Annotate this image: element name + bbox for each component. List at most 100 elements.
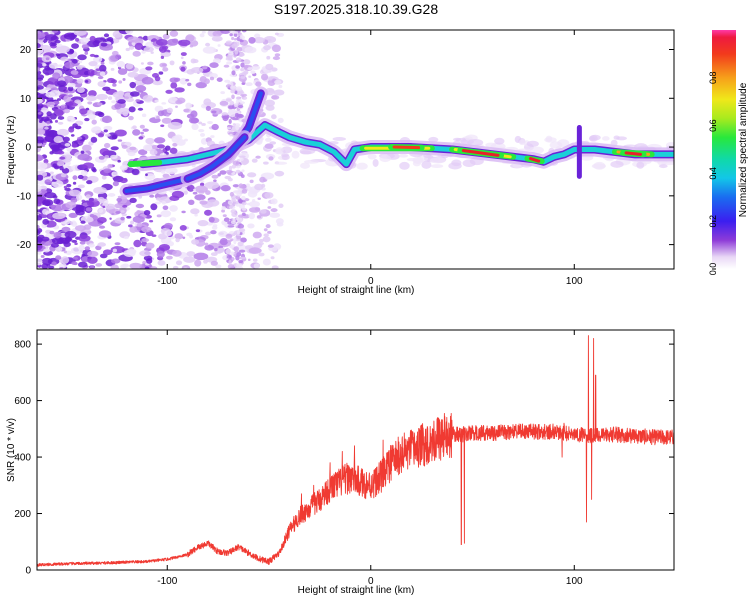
noise-speck <box>204 242 209 246</box>
noise-speck <box>189 44 194 48</box>
noise-speck <box>107 193 116 197</box>
noise-speck <box>379 154 391 163</box>
noise-speck <box>123 249 136 257</box>
noise-speck <box>168 96 178 104</box>
noise-speck <box>202 65 208 70</box>
noise-speck <box>119 177 128 184</box>
noise-speck <box>239 91 245 94</box>
noise-speck <box>219 248 224 253</box>
noise-speck <box>154 76 161 82</box>
noise-speck <box>658 164 668 169</box>
noise-speck <box>140 62 144 65</box>
noise-speck <box>169 217 177 222</box>
noise-speck <box>233 102 238 108</box>
noise-speck <box>220 185 231 192</box>
ridge-hot-core <box>461 148 500 157</box>
noise-speck <box>87 69 95 76</box>
ridge-hot-core <box>528 157 541 163</box>
noise-speck <box>68 189 81 197</box>
noise-speck <box>169 77 179 84</box>
noise-speck <box>238 228 246 233</box>
noise-speck <box>226 255 232 259</box>
noise-speck <box>231 36 235 41</box>
noise-speck <box>237 223 245 229</box>
noise-speck <box>77 184 85 189</box>
noise-speck <box>177 39 191 47</box>
noise-speck <box>263 233 269 237</box>
noise-speck <box>239 101 245 105</box>
noise-speck <box>271 44 281 53</box>
noise-speck <box>249 179 254 184</box>
noise-speck <box>122 110 129 117</box>
colorbar-axis: 0.0 0.2 0.4 0.6 0.8 <box>708 72 718 276</box>
noise-speck <box>150 203 158 211</box>
noise-speck <box>265 137 272 142</box>
noise-speck <box>72 181 77 185</box>
noise-speck <box>120 264 127 269</box>
noise-speck <box>95 68 101 71</box>
noise-speck <box>57 150 65 155</box>
noise-speck <box>198 121 203 125</box>
noise-speck <box>274 32 279 36</box>
noise-speck <box>235 96 240 100</box>
noise-speck <box>193 188 197 192</box>
noise-speck <box>75 204 85 212</box>
noise-speck <box>171 190 185 199</box>
noise-speck <box>253 263 260 269</box>
noise-speck <box>91 119 97 125</box>
noise-speck <box>233 41 240 47</box>
noise-speck <box>41 263 49 269</box>
noise-speck <box>180 52 187 57</box>
noise-speck <box>88 90 97 97</box>
noise-speck <box>112 83 117 87</box>
spectrogram-ytick-label: -10 <box>17 191 32 202</box>
noise-speck <box>118 80 123 84</box>
noise-speck <box>59 166 64 171</box>
noise-speck <box>235 169 241 174</box>
noise-speck <box>37 174 44 181</box>
noise-speck <box>115 210 121 214</box>
noise-speck <box>172 142 178 147</box>
noise-speck <box>200 132 206 137</box>
noise-speck <box>149 219 154 223</box>
noise-speck <box>97 242 106 247</box>
noise-speck <box>202 46 217 54</box>
noise-speck <box>66 183 72 188</box>
noise-speck <box>241 207 247 211</box>
noise-speck <box>99 148 110 156</box>
noise-speck <box>593 161 606 170</box>
noise-speck <box>155 38 169 46</box>
noise-speck <box>86 180 93 185</box>
noise-speck <box>132 50 141 57</box>
noise-speck <box>44 34 58 41</box>
noise-speck <box>46 96 54 103</box>
noise-speck <box>430 164 444 169</box>
noise-speck <box>50 243 59 248</box>
noise-speck <box>64 237 71 241</box>
noise-speck <box>219 100 229 106</box>
noise-speck <box>250 70 256 75</box>
noise-speck <box>131 168 140 176</box>
noise-speck <box>194 237 199 240</box>
noise-speck <box>158 71 164 75</box>
noise-speck <box>224 79 231 83</box>
noise-speck <box>225 57 233 61</box>
noise-speck <box>230 251 235 256</box>
noise-speck <box>129 81 137 89</box>
noise-speck <box>601 136 610 141</box>
noise-speck <box>233 32 238 37</box>
noise-speck <box>125 47 130 52</box>
noise-speck <box>235 255 240 261</box>
noise-speck <box>110 146 119 151</box>
noise-speck <box>100 42 108 47</box>
noise-speck <box>256 215 262 219</box>
noise-speck <box>37 162 48 170</box>
noise-speck <box>239 184 247 189</box>
noise-speck <box>49 104 55 108</box>
noise-speck <box>161 117 172 124</box>
noise-speck <box>145 173 148 177</box>
noise-speck <box>127 71 139 78</box>
noise-speck <box>70 134 75 137</box>
noise-speck <box>241 201 247 206</box>
noise-speck <box>241 169 245 173</box>
